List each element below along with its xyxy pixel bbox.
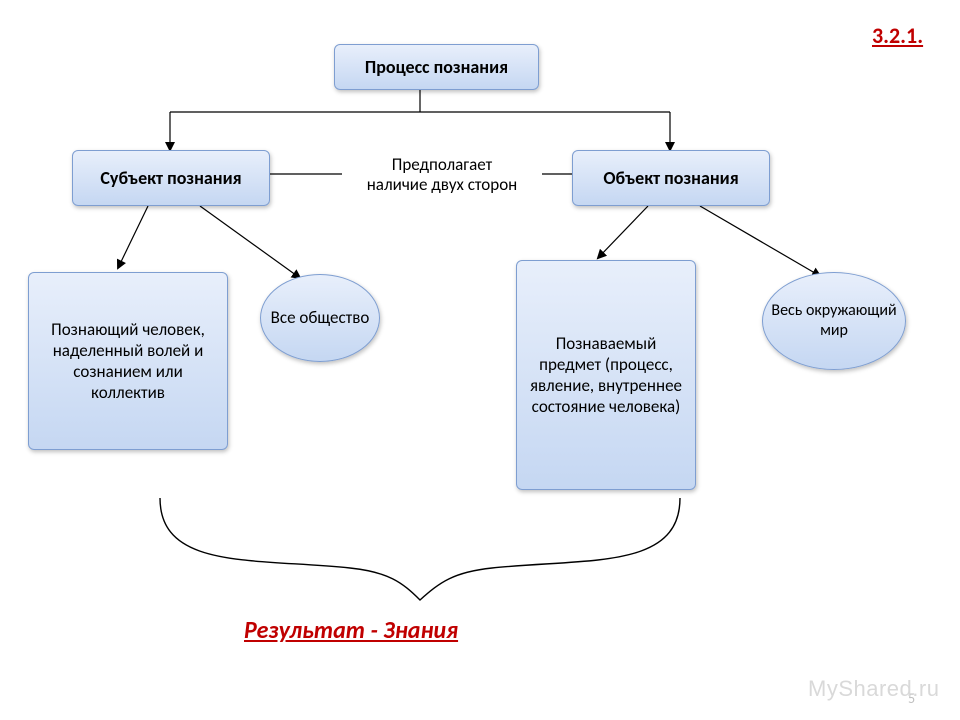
node-subject-desc: Познающий человек, наделенный волей и со… — [28, 272, 228, 450]
node-subject-label: Субъект познания — [100, 167, 241, 190]
watermark: MyShared.ru — [808, 676, 939, 702]
node-object-desc: Познаваемый предмет (процесс, явление, в… — [516, 260, 696, 490]
center-caption-line1: Предполагает — [392, 154, 492, 175]
node-object-all-label: Весь окружающий мир — [771, 301, 897, 341]
center-caption: Предполагает наличие двух сторон — [342, 155, 542, 196]
result-text: Результат - Знания — [244, 616, 458, 645]
node-object-all: Весь окружающий мир — [762, 272, 906, 370]
node-object-desc-label: Познаваемый предмет (процесс, явление, в… — [525, 333, 687, 418]
node-subject: Субъект познания — [72, 150, 270, 206]
node-subject-desc-label: Познающий человек, наделенный волей и со… — [37, 319, 219, 404]
node-root: Процесс познания — [334, 44, 539, 90]
node-object-label: Объект познания — [603, 167, 738, 190]
section-number: 3.2.1. — [872, 22, 923, 49]
node-subject-all-label: Все общество — [271, 307, 370, 328]
node-object: Объект познания — [572, 150, 770, 206]
node-root-label: Процесс познания — [365, 56, 508, 79]
center-caption-line2: наличие двух сторон — [367, 174, 518, 195]
node-subject-all: Все общество — [260, 274, 380, 362]
